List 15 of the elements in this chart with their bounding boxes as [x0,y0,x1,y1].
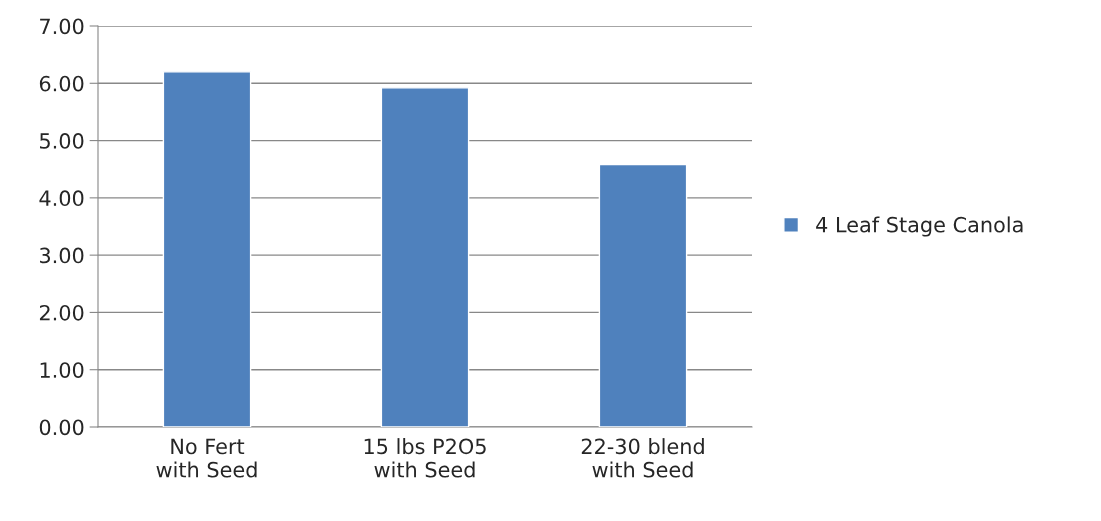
y-tick-label: 3.00 [40,247,84,264]
bar [598,163,688,427]
legend-label: 4 Leaf Stage Canola [816,216,1023,237]
y-tick-label: 2.00 [39,304,84,321]
bar [380,87,470,427]
y-tick-label: 7.00 [40,18,84,35]
y-tick-label: 1.00 [40,362,84,378]
y-tick-label: 6.00 [39,75,84,92]
x-tick-label: 15 lbs P2O5 with Seed [364,438,486,478]
x-tick-label: 22-30 blend with Seed [581,438,704,478]
y-tick-label: 0.00 [39,419,84,436]
y-tick-label: 4.00 [39,190,84,207]
y-tick-label: 5.00 [40,133,84,149]
x-tick-label: No Fert with Seed [156,438,257,478]
bar [162,71,252,427]
